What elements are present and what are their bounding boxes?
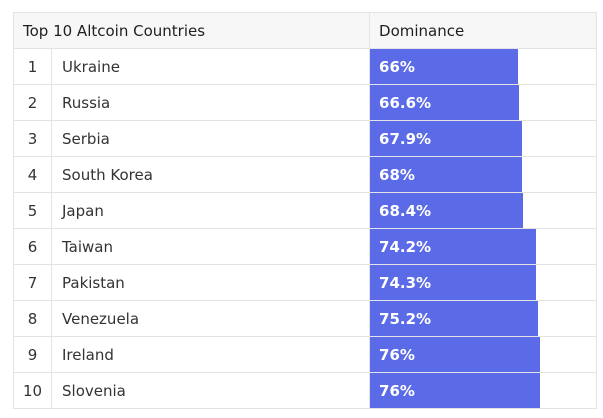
dominance-value-label: 74.2% — [379, 237, 432, 256]
dominance-bar: 66% — [370, 49, 519, 84]
dominance-value-label: 68.4% — [379, 201, 432, 220]
country-cell: Ireland — [50, 336, 371, 373]
dominance-bar: 76% — [370, 337, 541, 372]
rank-cell: 1 — [13, 48, 52, 85]
dominance-cell: 74.2% — [369, 228, 598, 265]
dominance-bar: 67.9% — [370, 121, 523, 156]
dominance-bar: 76% — [370, 373, 541, 408]
country-cell: Pakistan — [50, 264, 371, 301]
rank-cell: 10 — [13, 372, 52, 409]
country-cell: Serbia — [50, 120, 371, 157]
rank-cell: 6 — [13, 228, 52, 265]
dominance-cell: 68% — [369, 156, 598, 193]
country-cell: Slovenia — [50, 372, 371, 409]
header-dominance: Dominance — [369, 12, 598, 49]
country-cell: Japan — [50, 192, 371, 229]
dominance-value-label: 67.9% — [379, 129, 432, 148]
dominance-cell: 76% — [369, 372, 598, 409]
table-row: 3 Serbia 67.9% — [13, 120, 598, 157]
dominance-cell: 76% — [369, 336, 598, 373]
dominance-value-label: 76% — [379, 345, 415, 364]
dominance-value-label: 74.3% — [379, 273, 432, 292]
dominance-cell: 75.2% — [369, 300, 598, 337]
table-row: 2 Russia 66.6% — [13, 84, 598, 121]
table-row: 5 Japan 68.4% — [13, 192, 598, 229]
rank-cell: 2 — [13, 84, 52, 121]
table-header-row: Top 10 Altcoin Countries Dominance — [12, 12, 598, 49]
rank-cell: 8 — [13, 300, 52, 337]
table-row: 7 Pakistan 74.3% — [13, 264, 598, 301]
table-row: 9 Ireland 76% — [13, 336, 598, 373]
country-cell: Ukraine — [50, 48, 371, 85]
rank-cell: 4 — [13, 156, 52, 193]
dominance-value-label: 68% — [379, 165, 415, 184]
dominance-cell: 66.6% — [369, 84, 598, 121]
altcoin-dominance-table: Top 10 Altcoin Countries Dominance 1 Ukra… — [12, 12, 598, 409]
table-row: 8 Venezuela 75.2% — [13, 300, 598, 337]
table-row: 6 Taiwan 74.2% — [13, 228, 598, 265]
country-cell: South Korea — [50, 156, 371, 193]
table-row: 1 Ukraine 66% — [13, 48, 598, 85]
dominance-bar: 74.2% — [370, 229, 537, 264]
dominance-cell: 68.4% — [369, 192, 598, 229]
country-cell: Taiwan — [50, 228, 371, 265]
dominance-bar: 75.2% — [370, 301, 539, 336]
rank-cell: 7 — [13, 264, 52, 301]
rank-cell: 9 — [13, 336, 52, 373]
dominance-cell: 67.9% — [369, 120, 598, 157]
dominance-value-label: 66% — [379, 57, 415, 76]
dominance-cell: 66% — [369, 48, 598, 85]
country-cell: Russia — [50, 84, 371, 121]
dominance-value-label: 75.2% — [379, 309, 432, 328]
table-body: 1 Ukraine 66% 2 Russia 66.6% 3 Serbia 67.9% 4 Sout… — [13, 48, 598, 409]
table-row: 10 Slovenia 76% — [13, 372, 598, 409]
rank-cell: 5 — [13, 192, 52, 229]
dominance-value-label: 76% — [379, 381, 415, 400]
dominance-bar: 74.3% — [370, 265, 537, 300]
table-row: 4 South Korea 68% — [13, 156, 598, 193]
country-cell: Venezuela — [50, 300, 371, 337]
header-countries: Top 10 Altcoin Countries — [12, 12, 371, 49]
dominance-value-label: 66.6% — [379, 93, 432, 112]
dominance-bar: 66.6% — [370, 85, 520, 120]
dominance-bar: 68% — [370, 157, 523, 192]
rank-cell: 3 — [13, 120, 52, 157]
dominance-bar: 68.4% — [370, 193, 524, 228]
dominance-cell: 74.3% — [369, 264, 598, 301]
